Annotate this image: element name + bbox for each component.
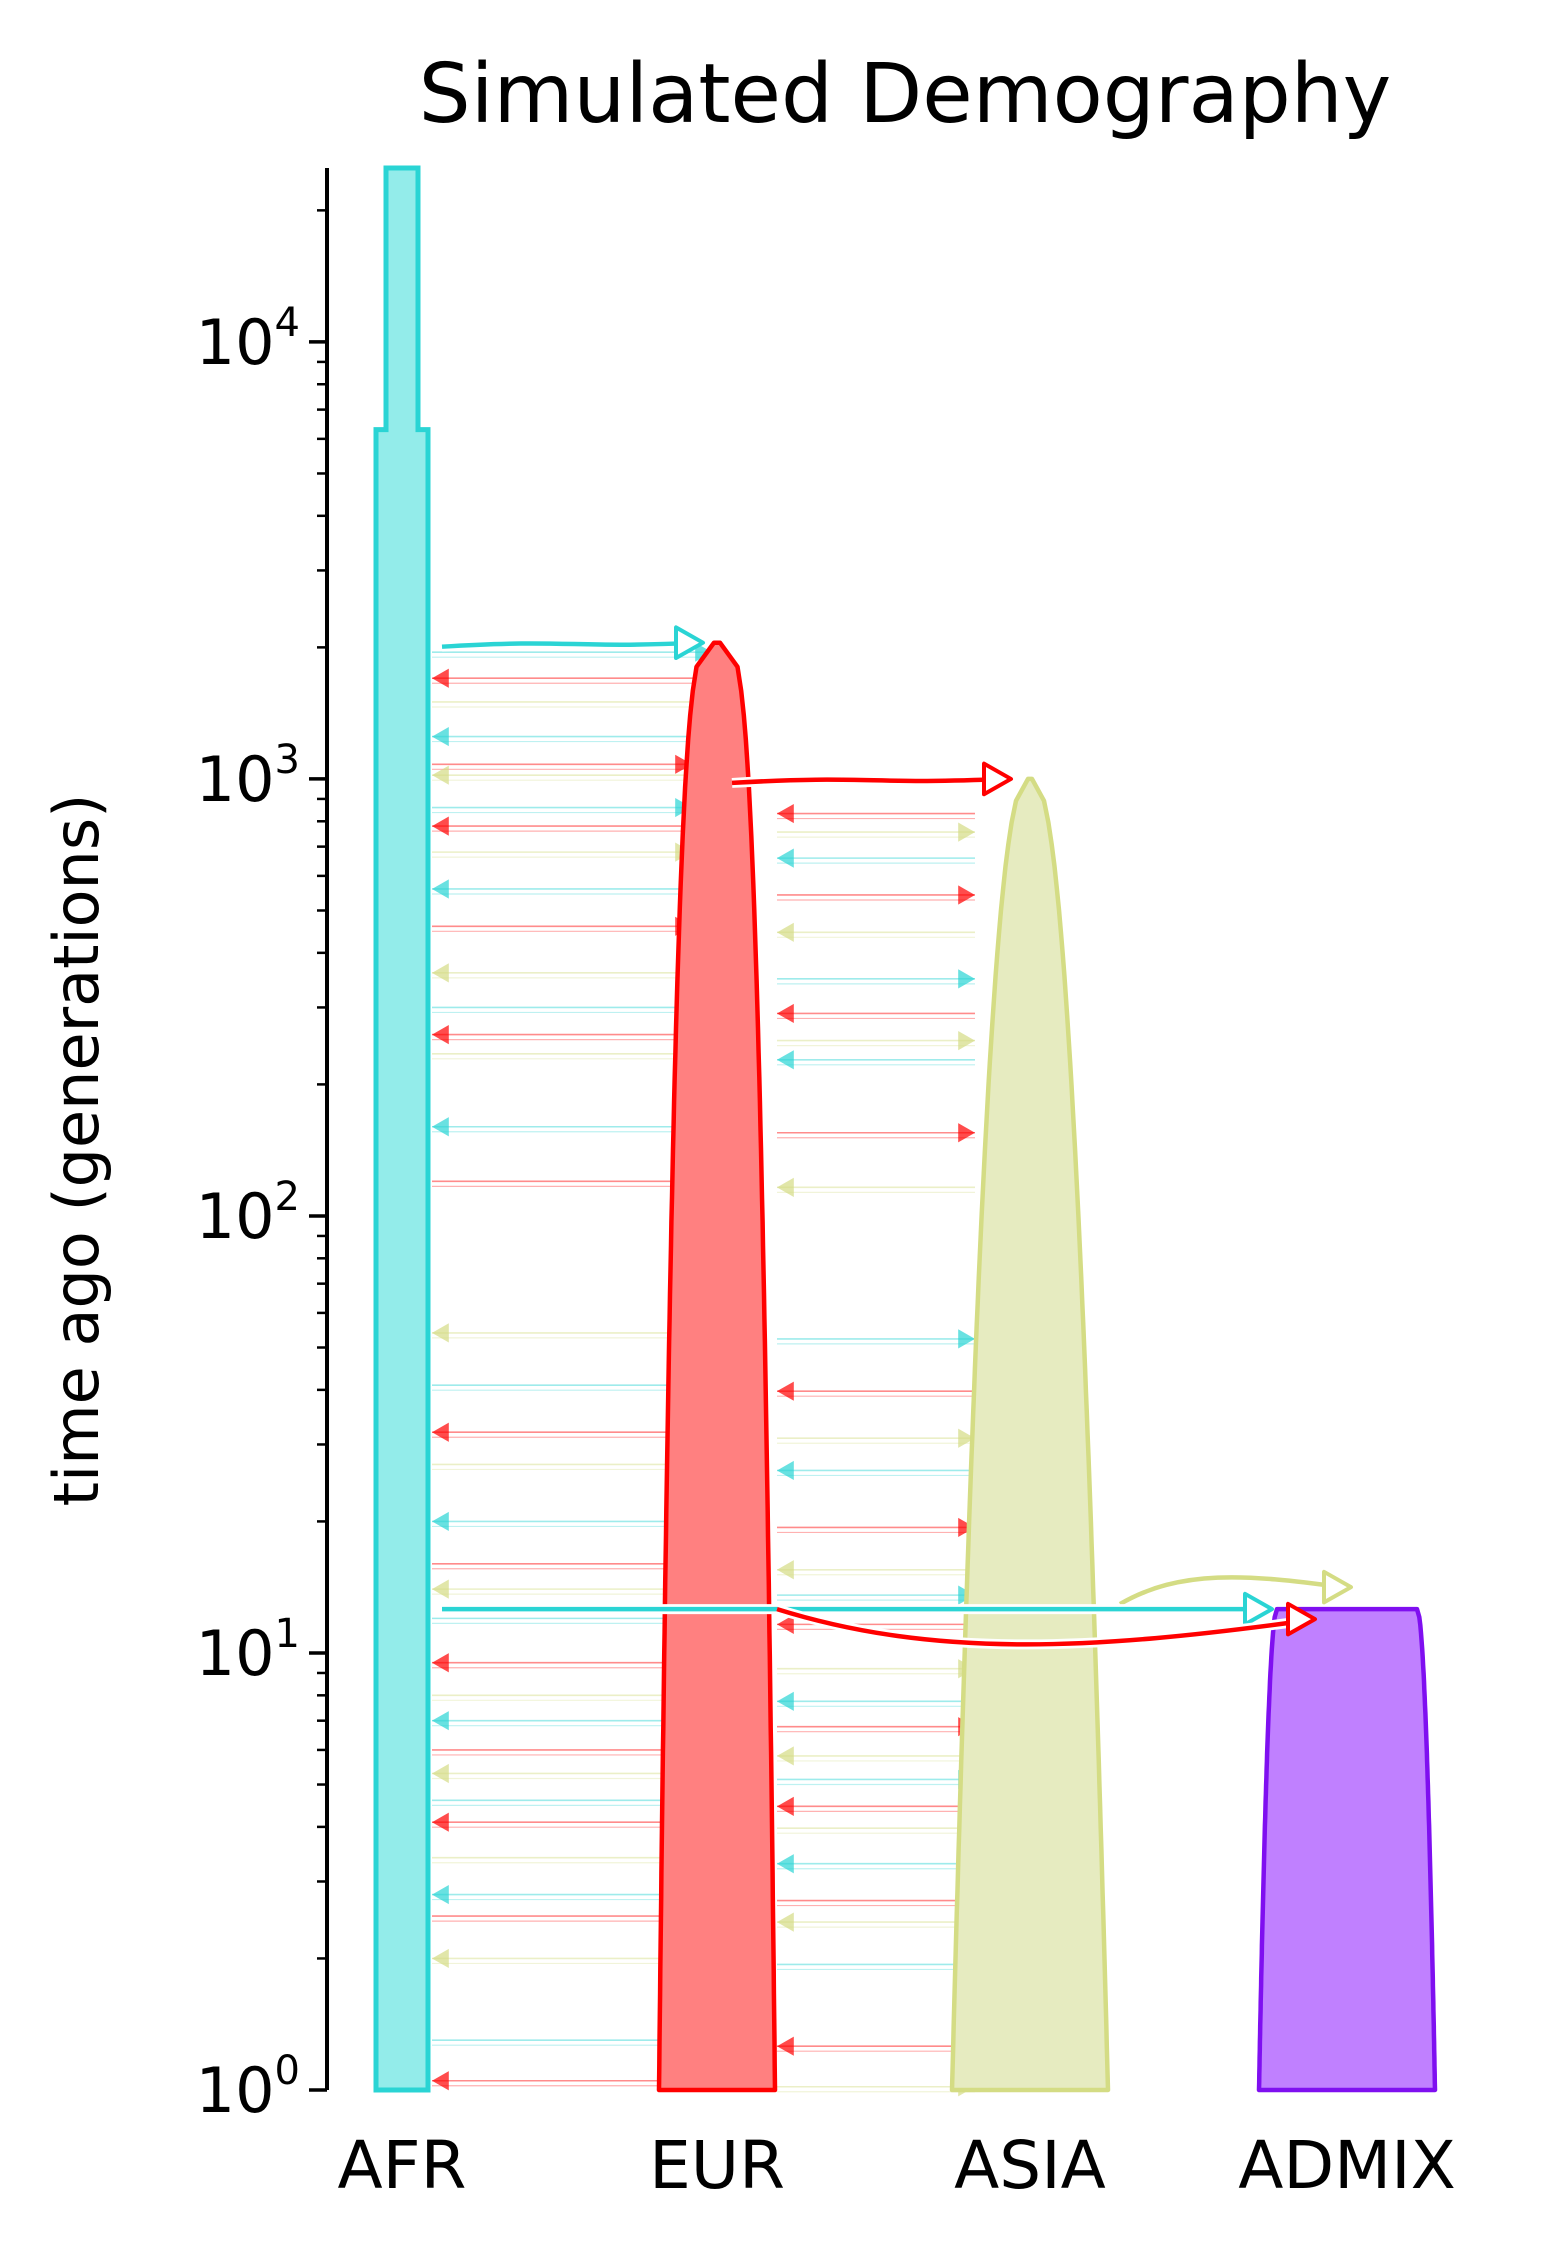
migration-arrow-head: [432, 1422, 449, 1442]
population-admix-shape: [1256, 1606, 1438, 2093]
migration-arrow-head: [958, 1428, 975, 1448]
migration-arrow-head: [777, 848, 794, 868]
migration-arrow-head: [777, 1691, 794, 1711]
migration-arrow-head: [958, 885, 975, 905]
migration-arrow-head: [432, 1711, 449, 1731]
migration-arrow-head: [777, 1614, 794, 1634]
migration-arrow-head: [777, 1460, 794, 1481]
migration-arrow-head: [432, 1763, 449, 1784]
migration-arrow-head: [432, 668, 449, 688]
population-labels: AFR EUR ASIA ADMIX: [338, 2127, 1456, 2204]
y-axis-label: time ago (generations): [40, 794, 113, 1507]
migration-arrow-head: [432, 2071, 449, 2091]
migration-arrow-head: [432, 1579, 449, 1599]
migration-arrow-head: [432, 765, 449, 785]
population-label-eur: EUR: [649, 2127, 785, 2204]
y-tick-label: 100: [196, 2048, 300, 2127]
migration-arrow-head: [432, 1653, 449, 1673]
y-tick-label: 101: [196, 1611, 300, 1690]
migration-arrow-head: [432, 879, 449, 899]
migration-arrow-head: [432, 1884, 449, 1905]
population-label-asia: ASIA: [954, 2127, 1106, 2204]
y-tick-label: 102: [196, 1174, 300, 1253]
split-and-admixture-events: [441, 625, 1353, 1650]
migration-arrow-head: [958, 1031, 975, 1051]
split-arrow-eur: [731, 776, 1006, 786]
migration-arrow-head: [958, 1123, 975, 1143]
migration-arrow-head: [958, 969, 975, 989]
migration-arrow-head: [432, 816, 449, 836]
admix-arrow-eur: [776, 1606, 1303, 1647]
split-arrow-head-eur: [674, 625, 705, 660]
migration-arrow-head: [777, 1381, 794, 1401]
population-label-afr: AFR: [338, 2127, 467, 2204]
migration-arrow-head: [432, 1812, 449, 1832]
migration-arrow-head: [432, 726, 449, 747]
y-tick-label: 103: [196, 737, 300, 816]
migration-arrow-head: [777, 1746, 794, 1766]
y-axis: 100 101 102 103 104: [196, 168, 329, 2127]
migration-arrow-head: [777, 1003, 794, 1024]
admix-arrow-head-eur: [1286, 1601, 1317, 1637]
population-label-admix: ADMIX: [1238, 2127, 1456, 2204]
split-arrow-afr: [441, 640, 698, 649]
migration-arrow-head: [777, 1177, 794, 1197]
migration-arrow-head: [958, 1517, 975, 1538]
migration-arrow-head: [777, 1560, 794, 1580]
admix-arrow-head-asia: [1322, 1569, 1353, 1605]
migration-arrow-head: [432, 1323, 449, 1343]
migration-arrow-head: [432, 1511, 449, 1532]
migration-arrow-head: [432, 963, 449, 983]
admix-arrow-asia: [1118, 1575, 1342, 1607]
split-arrow-head-asia: [982, 761, 1013, 797]
population-shapes: [373, 165, 1438, 2093]
population-asia-shape: [949, 776, 1111, 2093]
migration-arrow-head: [777, 1050, 794, 1070]
migration-arrow-head: [777, 1912, 794, 1932]
migration-arrow-head: [432, 1117, 449, 1137]
migration-arrow-head: [958, 1329, 975, 1349]
migration-arrow-head: [777, 922, 794, 942]
migration-arrow-head: [675, 754, 692, 774]
migration-arrow-head: [777, 803, 794, 824]
y-tick-label: 104: [196, 300, 300, 379]
migration-arrow-head: [958, 822, 975, 842]
migration-arrow-head: [695, 642, 712, 662]
migration-arrow-head: [777, 2036, 794, 2056]
migration-arrow-head: [432, 1025, 449, 1045]
chart-title: Simulated Demography: [419, 47, 1392, 142]
migration-arrow-head: [777, 1796, 794, 1816]
migration-arrow-head: [432, 1948, 449, 1969]
migration-arrow-head: [777, 1854, 794, 1874]
admix-arrow-head-afr: [1243, 1591, 1274, 1627]
population-afr-shape: [373, 165, 431, 2093]
population-eur-shape: [656, 640, 778, 2093]
